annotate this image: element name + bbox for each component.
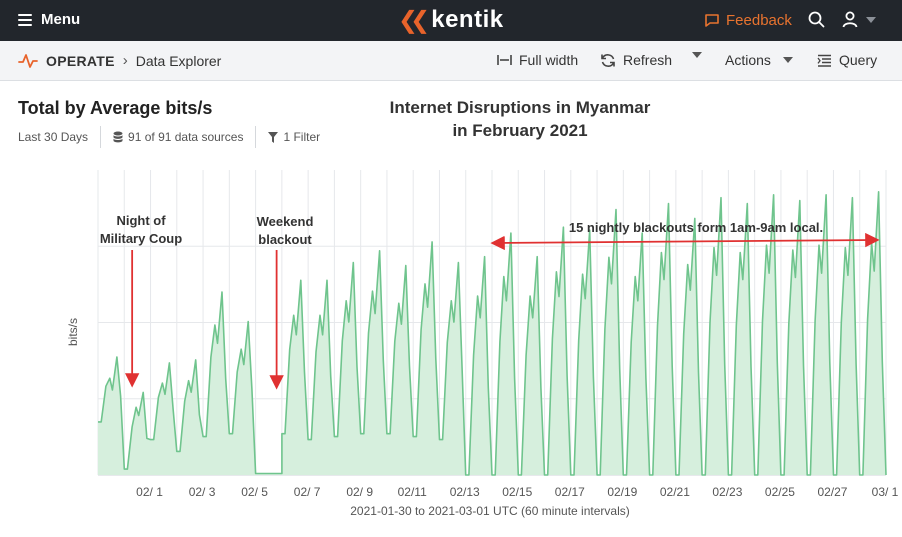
query-icon xyxy=(817,54,831,67)
x-tick-label: 02/ 5 xyxy=(241,485,268,499)
annotation-blackouts-arrow xyxy=(490,232,880,251)
refresh-label: Refresh xyxy=(623,52,673,68)
query-button[interactable]: Query xyxy=(817,52,877,68)
x-tick-label: 02/21 xyxy=(660,485,690,499)
divider xyxy=(100,126,102,148)
breadcrumb-page: Data Explorer xyxy=(135,52,222,69)
full-width-icon xyxy=(497,55,512,65)
x-axis-title: 2021-01-30 to 2021-03-01 UTC (60 minute … xyxy=(350,504,630,518)
y-axis-label: bits/s xyxy=(66,318,80,346)
user-menu-button[interactable] xyxy=(842,11,876,28)
feedback-label: Feedback xyxy=(726,12,792,29)
full-width-button[interactable]: Full width xyxy=(497,52,578,68)
annotation-weekend-label: blackout xyxy=(258,232,312,247)
traffic-chart[interactable]: 02/ 1 02/ 3 02/ 5 02/ 7 02/ 9 02/11 02/13 02/15… xyxy=(0,150,902,504)
series-area xyxy=(98,191,886,476)
x-tick-label: 02/ 3 xyxy=(189,485,216,499)
actions-menu[interactable]: Actions xyxy=(725,52,793,68)
breadcrumb: OPERATE › Data Explorer xyxy=(18,52,221,69)
filter-icon xyxy=(268,131,279,143)
chevron-right-icon: › xyxy=(122,52,128,69)
user-icon xyxy=(842,11,858,28)
chevron-down-icon xyxy=(866,16,876,23)
overlay-title-line2: in February 2021 xyxy=(452,121,588,140)
data-sources-label: 91 of 91 data sources xyxy=(128,130,244,144)
query-label: Query xyxy=(839,52,878,68)
pulse-icon xyxy=(18,53,38,68)
caret-down-icon xyxy=(782,57,793,63)
database-icon xyxy=(113,131,123,143)
logo-text: kentik xyxy=(431,6,504,33)
x-tick-label: 02/17 xyxy=(555,485,585,499)
top-navigation-bar: Menu ❮❮ kentik Feedback xyxy=(0,0,902,41)
menu-button[interactable]: Menu xyxy=(18,11,80,28)
time-range[interactable]: Last 30 Days xyxy=(18,130,89,144)
x-tick-label: 02/ 7 xyxy=(294,485,321,499)
x-tick-label: 02/23 xyxy=(712,485,742,499)
overlay-title-line1: Internet Disruptions in Myanmar xyxy=(389,98,651,117)
x-tick-label: 02/ 1 xyxy=(136,485,163,499)
x-tick-label: 02/25 xyxy=(765,485,795,499)
x-tick-label: 02/13 xyxy=(450,485,480,499)
x-tick-label: 02/ 9 xyxy=(346,485,373,499)
refresh-icon xyxy=(601,53,615,67)
filter-summary[interactable]: 1 Filter xyxy=(268,130,320,144)
divider xyxy=(255,126,257,148)
caret-down-icon xyxy=(692,52,702,58)
x-tick-label: 02/11 xyxy=(398,485,427,499)
annotation-coup-label: Military Coup xyxy=(100,231,182,246)
menu-label: Menu xyxy=(41,11,81,28)
kentik-logo[interactable]: ❮❮ kentik xyxy=(398,6,504,34)
annotation-weekend-label: Weekend xyxy=(257,214,314,229)
annotation-blackouts-label: 15 nightly blackouts form 1am-9am local. xyxy=(569,220,823,235)
annotation-coup-label: Night of xyxy=(116,213,166,228)
search-icon xyxy=(808,11,825,28)
feedback-button[interactable]: Feedback xyxy=(704,12,792,29)
filter-label: 1 Filter xyxy=(283,130,321,144)
refresh-button[interactable]: Refresh xyxy=(600,52,672,68)
x-tick-label: 02/19 xyxy=(607,485,637,499)
full-width-label: Full width xyxy=(519,52,579,68)
feedback-icon xyxy=(705,14,719,27)
panel-meta: Last 30 Days 91 of 91 data sources 1 Fil… xyxy=(18,126,320,148)
series-line xyxy=(98,191,887,476)
data-sources[interactable]: 91 of 91 data sources xyxy=(113,130,243,144)
actions-label: Actions xyxy=(725,52,771,68)
breadcrumb-toolbar: OPERATE › Data Explorer Full width Refre… xyxy=(0,41,902,81)
x-tick-label: 02/15 xyxy=(502,485,532,499)
x-tick-label: 03/ 1 xyxy=(872,485,899,499)
panel-title: Total by Average bits/s xyxy=(18,98,213,118)
kentik-logo-icon: ❮❮ xyxy=(398,6,430,34)
search-button[interactable] xyxy=(808,11,825,33)
breadcrumb-section[interactable]: OPERATE xyxy=(46,52,115,69)
overlay-title: Internet Disruptions in Myanmar in Febru… xyxy=(360,96,680,142)
hamburger-icon xyxy=(18,13,32,26)
refresh-options-button[interactable] xyxy=(692,52,702,58)
x-tick-label: 02/27 xyxy=(817,485,847,499)
